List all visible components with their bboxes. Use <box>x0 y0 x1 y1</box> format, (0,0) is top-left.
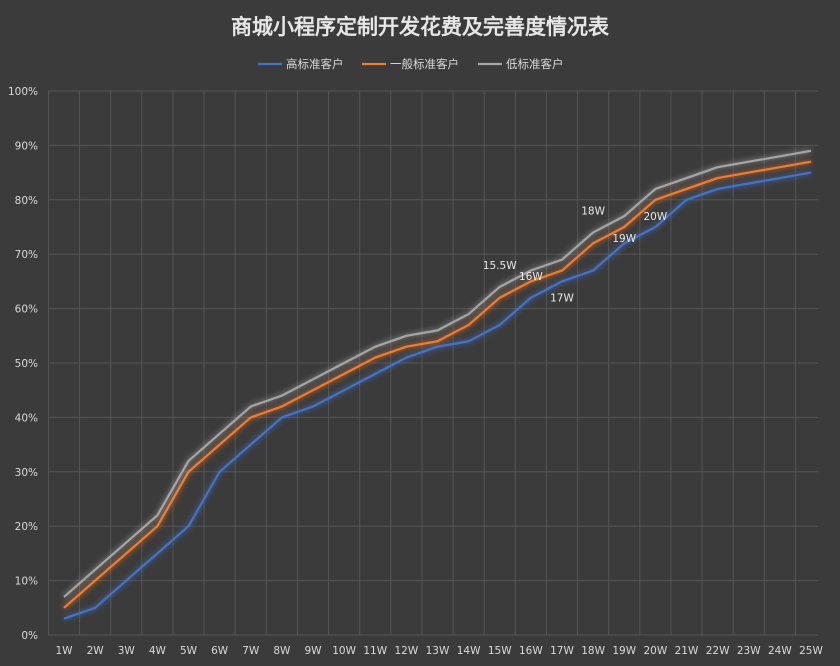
x-tick-label: 10W <box>332 645 356 657</box>
x-tick-label: 14W <box>457 645 481 657</box>
y-tick-label: 30% <box>15 467 38 479</box>
x-tick-label: 9W <box>304 645 322 657</box>
x-tick-label: 8W <box>273 645 291 657</box>
y-tick-label: 70% <box>15 249 38 261</box>
y-tick-label: 10% <box>15 576 38 588</box>
x-tick-label: 3W <box>118 645 136 657</box>
y-tick-label: 60% <box>15 304 38 316</box>
y-tick-label: 0% <box>21 630 38 642</box>
x-tick-label: 5W <box>180 645 198 657</box>
x-tick-label: 1W <box>55 645 73 657</box>
x-tick-label: 23W <box>737 645 761 657</box>
series-lines <box>63 149 812 620</box>
x-tick-label: 11W <box>363 645 387 657</box>
x-tick-label: 13W <box>426 645 450 657</box>
series-line-1 <box>63 171 812 620</box>
annotation-label: 15.5W <box>483 260 517 272</box>
x-tick-label: 21W <box>675 645 699 657</box>
y-tick-label: 90% <box>15 140 38 152</box>
y-tick-label: 80% <box>15 195 38 207</box>
grid <box>47 90 818 636</box>
x-tick-label: 2W <box>87 645 105 657</box>
chart-title: 商城小程序定制开发花费及完善度情况表 <box>231 15 610 39</box>
x-tick-label: 20W <box>644 645 668 657</box>
x-tick-label: 19W <box>612 645 636 657</box>
annotation-label: 19W <box>612 233 636 245</box>
annotation-label: 20W <box>644 211 668 223</box>
x-tick-label: 12W <box>395 645 419 657</box>
x-tick-label: 18W <box>581 645 605 657</box>
axis-labels: 0% 10% 20% 30% 40% 50% 60% 70% 80% 90% 100% 1W 2W 3W 4… <box>8 86 824 657</box>
legend-entry: 高标准客户 <box>286 57 344 71</box>
legend-entry: 低标准客户 <box>506 57 564 71</box>
annotation-label: 17W <box>550 293 574 305</box>
x-tick-label: 4W <box>149 645 167 657</box>
y-tick-label: 50% <box>15 358 38 370</box>
annotation-label: 16W <box>519 271 543 283</box>
y-tick-label: 100% <box>8 86 38 98</box>
series-line-2 <box>63 160 812 609</box>
x-tick-label: 16W <box>519 645 543 657</box>
x-tick-label: 15W <box>488 645 512 657</box>
x-tick-label: 25W <box>799 645 823 657</box>
x-tick-label: 6W <box>211 645 229 657</box>
series-line-3 <box>63 149 812 598</box>
x-tick-label: 24W <box>768 645 792 657</box>
x-tick-label: 22W <box>706 645 730 657</box>
legend: 高标准客户 一般标准客户 低标准客户 <box>258 57 564 71</box>
y-tick-label: 40% <box>15 412 38 424</box>
annotation-label: 18W <box>581 206 605 218</box>
legend-entry: 一般标准客户 <box>390 57 459 71</box>
x-tick-label: 7W <box>242 645 260 657</box>
y-tick-label: 20% <box>15 521 38 533</box>
x-tick-label: 17W <box>550 645 574 657</box>
